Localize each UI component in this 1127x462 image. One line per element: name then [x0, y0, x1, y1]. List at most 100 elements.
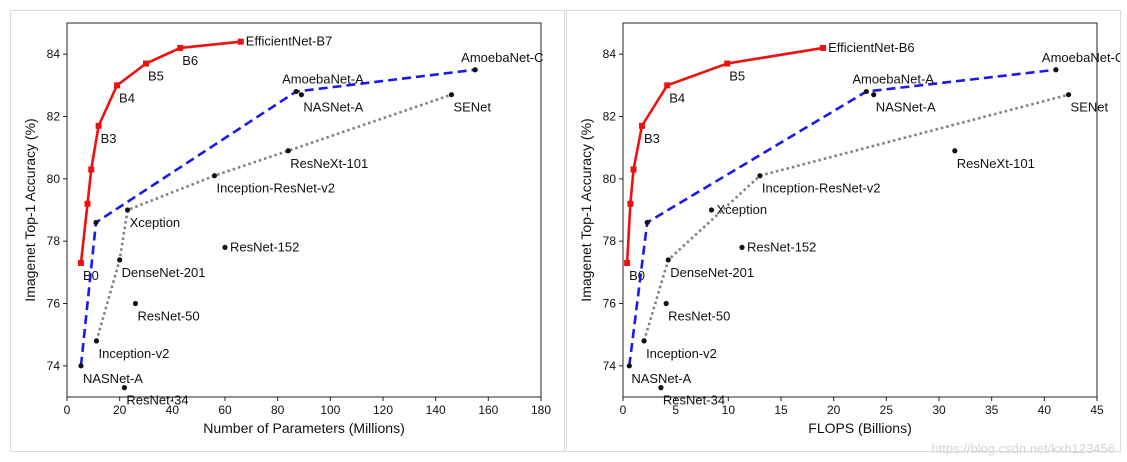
- y-tick-label: 76: [603, 297, 617, 311]
- data-label: Xception: [716, 202, 767, 217]
- data-point: [665, 257, 671, 263]
- data-label: AmoebaNet-A: [852, 72, 934, 87]
- chart-panel-parameters: 0 20 40 60 80 100 120 140 160 180 74 76 78 80 82 84 Numb…: [10, 10, 565, 452]
- data-label: EfficientNet-B6: [828, 40, 914, 55]
- data-label: ResNet-152: [230, 239, 299, 254]
- data-label: NASNet-A: [83, 371, 143, 386]
- data-label: Xception: [130, 215, 181, 230]
- data-label: B6: [182, 53, 198, 68]
- data-point: [132, 300, 139, 307]
- x-tick-label: 45: [1090, 403, 1104, 417]
- data-label: SENet: [453, 100, 491, 115]
- data-label: B5: [729, 69, 745, 84]
- data-point: [627, 200, 634, 207]
- x-tick-label: 25: [880, 403, 894, 417]
- y-tick-label: 82: [603, 110, 617, 124]
- accuracy-vs-parameters-chart: 0 20 40 60 80 100 120 140 160 180 74 76 78 80 82 84 Numb…: [22, 22, 551, 436]
- data-point: [952, 148, 958, 154]
- data-label: B3: [644, 131, 660, 146]
- data-label: B0: [629, 268, 645, 283]
- data-point: [658, 385, 664, 391]
- x-tick-label: 35: [985, 403, 999, 417]
- data-label: ResNet-34: [663, 393, 725, 408]
- data-point: [724, 60, 731, 67]
- data-label: B3: [101, 131, 117, 146]
- data-point: [739, 244, 745, 250]
- data-label: DenseNet-201: [670, 265, 754, 280]
- data-point: [871, 92, 877, 98]
- y-axis-label: Imagenet Top-1 Accuracy (%): [22, 118, 38, 301]
- data-point: [820, 44, 827, 51]
- y-tick-label: 74: [47, 359, 61, 373]
- data-label: ResNet-50: [137, 309, 199, 324]
- data-point: [95, 122, 102, 129]
- data-label: AmoebaNet-C: [461, 50, 543, 65]
- data-label: ResNet-34: [126, 393, 188, 408]
- data-label: ResNeXt-101: [290, 156, 368, 171]
- series-line: [625, 46, 824, 264]
- y-tick-label: 84: [47, 47, 61, 61]
- y-tick-label: 84: [603, 47, 617, 61]
- x-tick-label: 140: [426, 403, 446, 417]
- data-point: [84, 200, 91, 207]
- data-label: Inception-ResNet-v2: [216, 181, 335, 196]
- data-point: [114, 82, 121, 89]
- data-point: [117, 257, 123, 263]
- chart-panel-flops: 0 5 10 15 20 25 30 35 40 45 74 76 78 80 82 84 FLOPS (Bil…: [566, 10, 1121, 452]
- data-point: [757, 173, 763, 179]
- x-axis-label: Number of Parameters (Millions): [203, 420, 405, 436]
- data-label: ResNet-152: [747, 239, 816, 254]
- series-line: [79, 68, 476, 366]
- y-axis-label: Imagenet Top-1 Accuracy (%): [578, 118, 594, 301]
- y-tick-label: 80: [47, 172, 61, 186]
- data-point: [630, 166, 637, 173]
- data-point: [626, 363, 632, 369]
- x-tick-label: 100: [320, 403, 340, 417]
- data-point: [863, 88, 869, 95]
- data-point: [472, 67, 478, 73]
- data-point: [1065, 92, 1072, 98]
- data-point: [298, 92, 304, 98]
- data-point: [237, 38, 244, 45]
- x-tick-label: 30: [932, 403, 946, 417]
- x-tick-label: 5: [672, 403, 679, 417]
- y-tick-label: 82: [47, 110, 61, 124]
- data-point: [293, 88, 299, 95]
- data-label: AmoebaNet-A: [282, 72, 364, 87]
- data-point: [88, 166, 95, 173]
- data-point: [1053, 67, 1059, 73]
- data-point: [663, 300, 669, 307]
- x-tick-label: 40: [166, 403, 180, 417]
- x-tick-label: 120: [373, 403, 393, 417]
- x-tick-label: 20: [113, 403, 127, 417]
- data-point: [121, 385, 128, 391]
- data-point: [708, 207, 715, 213]
- x-tick-label: 0: [64, 403, 71, 417]
- x-tick-label: 20: [827, 403, 841, 417]
- data-point: [143, 60, 149, 67]
- x-tick-label: 0: [620, 403, 627, 417]
- data-label: Inception-ResNet-v2: [762, 181, 881, 196]
- data-label: Inception-v2: [98, 346, 169, 361]
- data-label: ResNet-50: [668, 309, 730, 324]
- plot-frame: [66, 22, 542, 398]
- data-label: B4: [119, 90, 135, 105]
- x-tick-label: 80: [271, 403, 285, 417]
- data-label: NASNet-A: [876, 100, 936, 115]
- data-point: [78, 363, 84, 369]
- x-tick-label: 15: [774, 403, 788, 417]
- data-label: Inception-v2: [646, 346, 717, 361]
- x-tick-label: 60: [218, 403, 232, 417]
- data-point: [448, 92, 455, 98]
- data-point: [222, 244, 228, 250]
- x-axis-label: FLOPS (Billions): [808, 420, 911, 436]
- y-tick-label: 74: [603, 359, 617, 373]
- data-label: EfficientNet-B7: [246, 34, 332, 49]
- data-label: B4: [669, 90, 685, 105]
- data-label: NASNet-A: [631, 371, 691, 386]
- data-point: [285, 148, 291, 154]
- data-point: [93, 219, 99, 226]
- y-tick-label: 76: [47, 297, 61, 311]
- y-tick-label: 78: [47, 234, 61, 248]
- x-tick-label: 180: [531, 403, 551, 417]
